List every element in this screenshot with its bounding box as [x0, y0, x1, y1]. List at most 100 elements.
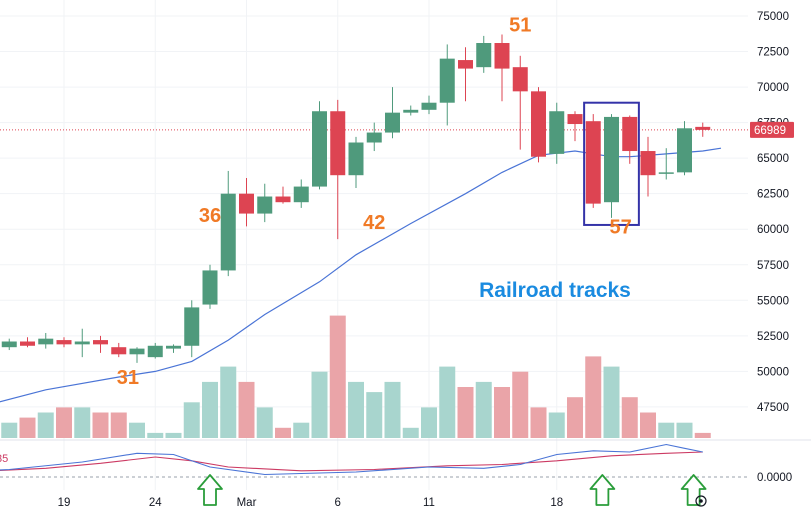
volume-bar	[640, 412, 656, 438]
candle	[312, 101, 327, 190]
y-tick-label: 65000	[757, 153, 789, 165]
candle	[147, 342, 163, 359]
volume-bar	[1, 422, 18, 438]
candle	[531, 87, 546, 163]
candle-body	[549, 111, 565, 154]
candle-body	[20, 341, 35, 346]
up-arrow-icon	[589, 474, 616, 506]
candle	[74, 328, 90, 358]
count-label: 51	[509, 15, 531, 37]
volume-bar	[621, 397, 638, 438]
volume-bar	[439, 366, 456, 438]
volume-bar	[475, 381, 492, 438]
volume-bar	[548, 412, 565, 438]
y-tick-label: 70000	[757, 82, 789, 94]
volume-bar	[19, 417, 36, 438]
x-tick-label: 18	[550, 497, 563, 509]
volume-bar	[366, 392, 383, 438]
candle	[257, 183, 273, 223]
candle-body	[604, 116, 619, 203]
volume-bar	[567, 397, 583, 438]
osc-tick-label: 0.0000	[757, 472, 792, 484]
count-label: 57	[610, 216, 632, 238]
candle	[585, 114, 601, 208]
volume-bar	[676, 422, 693, 438]
candle-body	[111, 347, 127, 355]
candle-body	[585, 121, 601, 204]
candle-body	[147, 345, 163, 358]
candle	[20, 337, 35, 348]
candle	[385, 87, 400, 139]
y-tick-label: 50000	[757, 366, 789, 378]
volume-bar	[147, 432, 164, 438]
candle-body	[695, 126, 711, 130]
candle-body	[38, 338, 54, 345]
volume-bar	[56, 407, 72, 438]
annotation-title: Railroad tracks	[479, 279, 631, 302]
y-tick-label: 47500	[757, 402, 789, 414]
volume-bar	[37, 412, 54, 438]
candle-body	[458, 60, 473, 69]
settings-gear-icon[interactable]	[695, 495, 707, 507]
candle	[166, 344, 181, 353]
candle	[93, 335, 108, 353]
candle-body	[677, 128, 692, 173]
x-tick-label: Mar	[237, 497, 257, 509]
y-axis: 7500072500700006750065000625006000057500…	[757, 11, 789, 414]
candle	[56, 337, 72, 348]
candle	[184, 300, 200, 358]
candle	[239, 178, 254, 227]
candle	[421, 95, 437, 115]
y-tick-label: 52500	[757, 331, 789, 343]
candle	[677, 121, 692, 176]
volume-bar	[256, 407, 273, 438]
candle	[640, 136, 656, 197]
volume-bar	[92, 412, 109, 438]
volume-bar	[329, 315, 346, 438]
candle	[494, 34, 510, 102]
current-price-tag: 66989	[750, 121, 794, 138]
volume-bar	[275, 427, 291, 438]
candle-body	[129, 348, 145, 355]
count-label: 31	[117, 367, 139, 389]
candle	[293, 179, 309, 208]
candle-body	[220, 193, 236, 271]
y-tick-label: 72500	[757, 47, 789, 59]
candle	[38, 332, 54, 349]
y-tick-label: 60000	[757, 224, 789, 236]
moving-average-line	[0, 147, 722, 403]
candle	[403, 105, 419, 116]
candle	[604, 114, 619, 218]
y-tick-label: 55000	[757, 295, 789, 307]
candle-body	[184, 307, 200, 346]
candle-body	[640, 151, 656, 176]
candle	[549, 102, 565, 164]
candle-body	[348, 142, 364, 176]
y-tick-label: 75000	[757, 11, 789, 23]
candle	[330, 99, 346, 240]
railroad-tracks-box	[583, 101, 640, 226]
candle-body	[421, 102, 437, 110]
volume-bar	[494, 387, 510, 438]
volume-bar	[220, 366, 237, 438]
candle-body	[1, 341, 17, 348]
count-label: 36	[199, 205, 221, 227]
candle-body	[239, 193, 254, 214]
candle-body	[293, 186, 309, 203]
x-axis: 19 24 Mar 6 11 18	[58, 497, 564, 509]
candle	[567, 111, 583, 142]
oscillator-line-blue	[0, 443, 703, 476]
osc-left-label: 35	[0, 453, 8, 465]
candle	[476, 35, 492, 73]
volume-bar	[311, 371, 328, 438]
candle	[111, 342, 127, 358]
candle-body	[531, 91, 546, 157]
candle-body	[658, 172, 674, 174]
x-tick-label: 11	[423, 497, 435, 509]
volume-bar	[293, 422, 310, 438]
gear-circle	[695, 495, 707, 507]
volume-bar	[658, 422, 675, 438]
candle-body	[93, 340, 108, 345]
candle	[512, 55, 528, 150]
